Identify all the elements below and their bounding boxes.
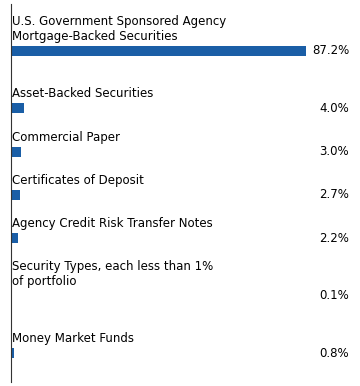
Text: 0.8%: 0.8% [320, 347, 349, 360]
Text: 3.0%: 3.0% [320, 145, 349, 158]
Bar [11, 103, 24, 113]
Text: Money Market Funds: Money Market Funds [13, 332, 135, 345]
Text: 4.0%: 4.0% [319, 102, 349, 115]
Text: Agency Credit Risk Transfer Notes: Agency Credit Risk Transfer Notes [13, 217, 213, 230]
Text: 2.7%: 2.7% [319, 188, 349, 201]
Bar [11, 190, 20, 200]
Text: Certificates of Deposit: Certificates of Deposit [13, 174, 144, 187]
Text: 0.1%: 0.1% [319, 289, 349, 302]
Text: Commercial Paper: Commercial Paper [13, 130, 121, 144]
Bar [11, 46, 306, 56]
Bar [11, 348, 14, 358]
Text: 2.2%: 2.2% [319, 232, 349, 245]
Bar [11, 233, 18, 243]
Text: U.S. Government Sponsored Agency
Mortgage-Backed Securities: U.S. Government Sponsored Agency Mortgag… [13, 15, 227, 43]
Text: 87.2%: 87.2% [312, 44, 349, 57]
Bar [11, 147, 21, 157]
Text: Security Types, each less than 1%
of portfolio: Security Types, each less than 1% of por… [13, 260, 214, 288]
Text: Asset-Backed Securities: Asset-Backed Securities [13, 87, 154, 100]
